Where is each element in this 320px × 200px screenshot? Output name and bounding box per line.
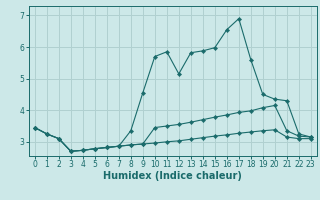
- X-axis label: Humidex (Indice chaleur): Humidex (Indice chaleur): [103, 171, 242, 181]
